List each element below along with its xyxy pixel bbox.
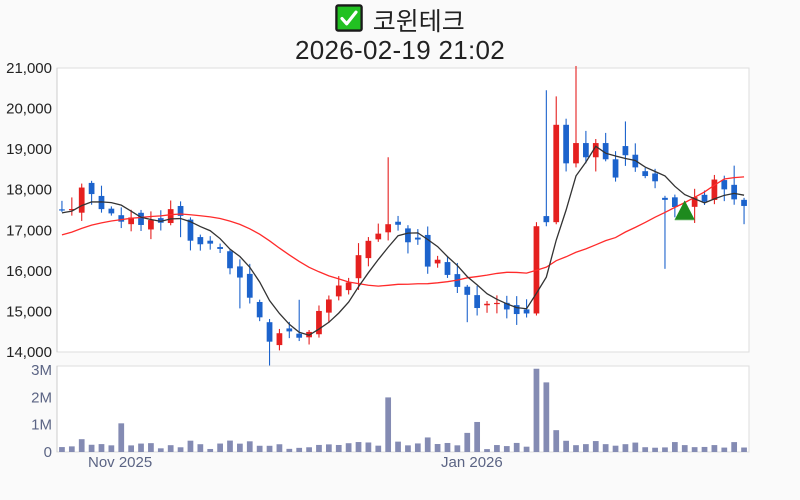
svg-text:15,000: 15,000 xyxy=(6,303,52,320)
svg-text:20,000: 20,000 xyxy=(6,101,52,118)
svg-text:14,000: 14,000 xyxy=(6,344,52,361)
svg-text:18,000: 18,000 xyxy=(6,182,52,199)
svg-text:19,000: 19,000 xyxy=(6,141,52,158)
svg-text:0: 0 xyxy=(44,444,52,461)
svg-text:21,000: 21,000 xyxy=(6,60,52,77)
svg-text:Nov 2025: Nov 2025 xyxy=(88,454,152,471)
svg-text:3M: 3M xyxy=(31,362,52,379)
svg-text:Jan 2026: Jan 2026 xyxy=(441,454,503,471)
svg-text:1M: 1M xyxy=(31,417,52,434)
svg-text:16,000: 16,000 xyxy=(6,263,52,280)
svg-text:17,000: 17,000 xyxy=(6,222,52,239)
svg-text:2M: 2M xyxy=(31,389,52,406)
